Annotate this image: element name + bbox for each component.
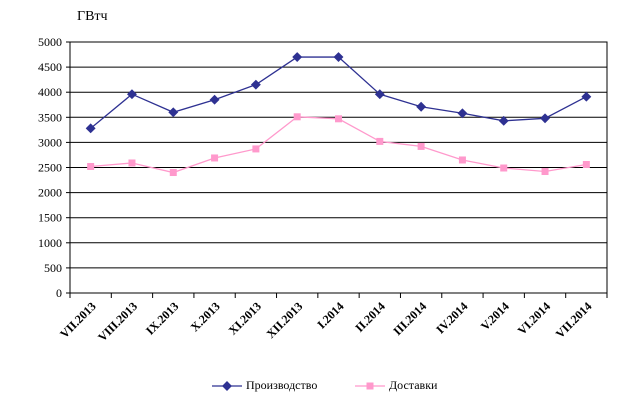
point-s1-2 <box>169 169 177 177</box>
legend-label-series-1: Доставки <box>389 378 438 392</box>
line-chart: 0 500 1000 1500 2000 2500 3000 3500 4000 4500 5000… <box>38 35 608 344</box>
point-s1-8 <box>417 142 425 150</box>
y-tick-label-0: 0 <box>56 286 62 300</box>
point-s0-3 <box>209 94 220 105</box>
point-s1-6 <box>335 115 342 123</box>
x-tick-label-5: XII.2013 <box>264 299 306 341</box>
point-s0-12 <box>581 91 592 102</box>
series-lines <box>85 52 592 177</box>
legend: Производство Доставки <box>0 378 633 400</box>
x-tick-label-7: II.2014 <box>352 299 388 335</box>
x-tick-label-11: VI.2014 <box>515 299 553 337</box>
x-tick-label-4: XI.2013 <box>226 299 264 337</box>
gridlines <box>70 66 607 269</box>
x-tick-label-1: VIII.2013 <box>95 299 140 344</box>
point-s1-0 <box>87 162 95 170</box>
axes <box>66 41 608 298</box>
point-s1-9 <box>458 156 466 164</box>
point-s1-11 <box>541 168 549 176</box>
point-s0-8 <box>416 101 427 112</box>
x-tick-label-12: VII.2014 <box>553 299 595 341</box>
point-s0-11 <box>540 113 550 124</box>
point-s1-3 <box>211 154 219 162</box>
point-s0-9 <box>457 108 468 119</box>
point-s1-1 <box>128 159 136 167</box>
x-tick-label-0: VII.2013 <box>57 299 99 341</box>
y-tick-labels: 0 500 1000 1500 2000 2500 3000 3500 4000 4500 5000 <box>38 35 62 300</box>
legend-item-series-0: Производство <box>212 378 317 393</box>
point-s1-4 <box>252 145 260 153</box>
series-line-1 <box>90 116 587 174</box>
y-tick-label-5000: 5000 <box>38 35 62 49</box>
y-unit-label: ГВтч <box>77 9 108 24</box>
x-tick-label-3: X.2013 <box>188 299 223 334</box>
y-tick-label-4000: 4000 <box>38 85 62 99</box>
y-tick-label-500: 500 <box>44 261 62 275</box>
point-s1-7 <box>376 137 384 145</box>
legend-item-series-1: Доставки <box>355 378 437 393</box>
y-tick-label-2000: 2000 <box>38 186 62 200</box>
point-s0-2 <box>168 107 179 118</box>
x-tick-label-2: IX.2013 <box>143 299 181 337</box>
y-tick-label-1500: 1500 <box>38 211 62 225</box>
y-tick-label-2500: 2500 <box>38 161 62 175</box>
x-tick-label-9: IV.2014 <box>433 299 470 336</box>
x-tick-label-10: V.2014 <box>478 299 512 333</box>
y-tick-label-3000: 3000 <box>38 135 62 149</box>
point-s0-5 <box>292 52 303 63</box>
series-1 <box>87 113 590 177</box>
legend-swatch-series-0 <box>212 380 242 391</box>
point-s0-4 <box>250 79 261 90</box>
y-tick-label-3500: 3500 <box>38 110 62 124</box>
legend-label-series-0: Производство <box>246 378 318 392</box>
y-tick-label-4500: 4500 <box>38 60 62 74</box>
x-tick-label-6: I.2014 <box>314 299 346 331</box>
point-s0-1 <box>127 89 137 100</box>
x-tick-label-8: III.2014 <box>390 299 429 338</box>
point-s1-5 <box>293 113 301 121</box>
y-tick-label-1000: 1000 <box>38 236 62 250</box>
point-s1-10 <box>500 164 508 172</box>
point-s1-12 <box>582 160 590 168</box>
legend-swatch-series-1 <box>355 382 385 389</box>
